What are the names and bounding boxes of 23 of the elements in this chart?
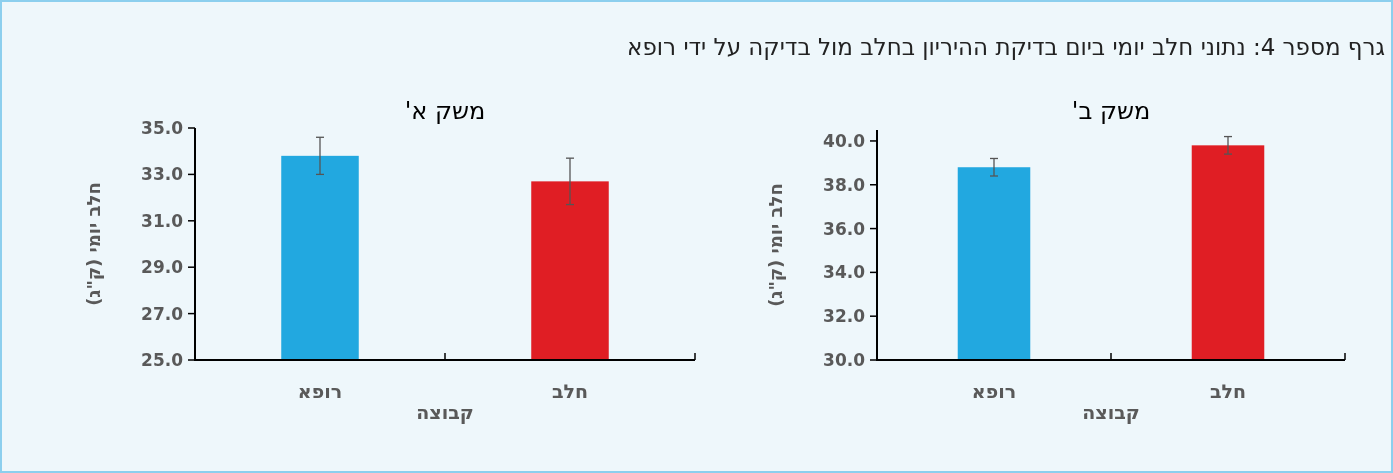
y-tick-label: 33.0	[141, 164, 184, 185]
x-tick-label: רופא	[971, 380, 1017, 402]
y-tick-label: 38.0	[823, 174, 866, 195]
y-tick-label: 31.0	[141, 210, 184, 231]
chart-title: משק ב'	[1071, 97, 1151, 125]
x-axis-title: קבוצה	[1082, 401, 1140, 424]
x-axis-title: קבוצה	[416, 401, 474, 424]
y-tick-label: 40.0	[823, 130, 866, 151]
y-tick-label: 29.0	[141, 257, 184, 278]
y-axis-title: חלב יומי (ק"ג)	[83, 182, 104, 306]
x-tick-label: חלב	[1209, 380, 1247, 402]
y-tick-label: 34.0	[823, 262, 866, 283]
x-tick-label: חלב	[551, 380, 589, 402]
y-axis-title: חלב יומי (ק"ג)	[765, 183, 786, 307]
x-tick-label: רופא	[297, 380, 343, 402]
y-tick-label: 32.0	[823, 306, 866, 327]
y-tick-label: 25.0	[141, 350, 184, 370]
y-tick-label: 27.0	[141, 303, 184, 324]
y-tick-label: 30.0	[823, 350, 866, 370]
text: גרף מספר 4: נתוני חלב יומי ביום בדיקת ההיריון בחלב מול בדיקה על ידי רופא	[627, 34, 1385, 60]
chart-title: משק א'	[404, 97, 486, 125]
y-tick-label: 36.0	[823, 218, 866, 239]
y-tick-label: 35.0	[141, 118, 184, 138]
